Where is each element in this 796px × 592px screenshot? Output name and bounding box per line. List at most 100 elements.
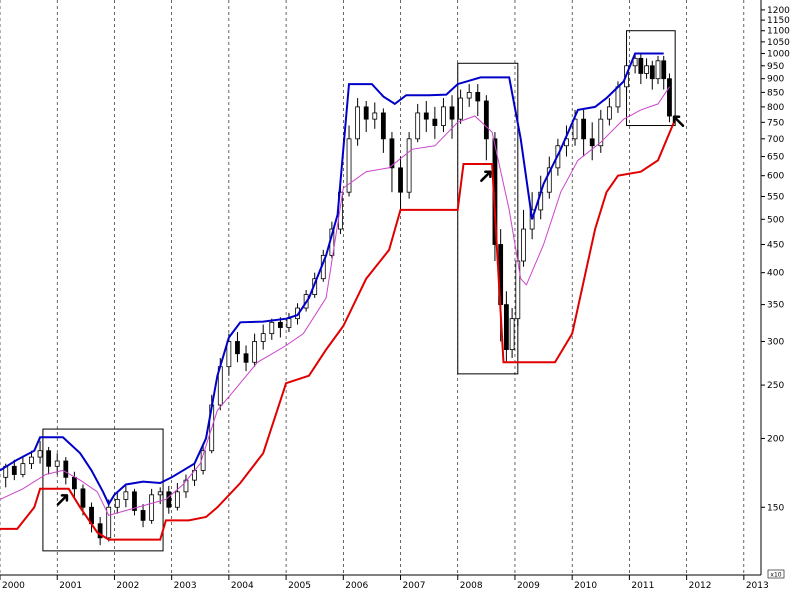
annotation-arrows <box>56 115 685 506</box>
y-tick-label: 450 <box>767 240 784 250</box>
candle-body <box>114 499 120 508</box>
candle-body <box>235 341 240 355</box>
candle-body <box>355 106 361 140</box>
candle-body <box>521 228 526 262</box>
candle-body <box>106 506 112 539</box>
candle-body <box>346 138 352 193</box>
candle-body <box>286 318 292 328</box>
candle-body <box>655 60 661 80</box>
y-tick-label: 700 <box>767 135 784 145</box>
candle-body <box>483 100 489 140</box>
candle-body <box>372 112 378 120</box>
candle-body <box>432 118 438 126</box>
y-tick-label: 500 <box>767 215 784 225</box>
candle-body <box>661 60 667 80</box>
candle-body <box>29 456 34 465</box>
candle-body <box>572 118 578 140</box>
candle-body <box>243 353 249 363</box>
candle-body <box>252 341 258 363</box>
candle-body <box>581 118 587 140</box>
candle-body <box>166 491 172 508</box>
highlight-boxes <box>42 30 676 552</box>
candle-body <box>503 304 509 350</box>
x-tick-label: 2012 <box>689 581 712 591</box>
y-tick-label: 200 <box>767 434 784 444</box>
candle-body <box>37 450 43 458</box>
x-tick-label: 2009 <box>517 581 540 591</box>
candle-body <box>406 138 412 193</box>
candle-body <box>71 476 77 490</box>
candle-body <box>132 491 137 511</box>
candle-body <box>226 341 232 368</box>
candle-body <box>546 167 552 193</box>
y-tick-label: 1000 <box>767 50 790 60</box>
candle-body <box>649 65 655 80</box>
candle-body <box>260 333 266 342</box>
candle-body <box>509 318 515 350</box>
candle-body <box>11 465 17 475</box>
candle-body <box>441 106 446 126</box>
annotation-arrow <box>480 170 492 182</box>
candlesticks <box>3 53 672 546</box>
highlight-box <box>457 62 519 375</box>
candle-body <box>589 138 595 147</box>
y-tick-label: 1150 <box>767 16 790 26</box>
candle-body <box>644 65 649 74</box>
annotation-arrow <box>56 494 69 506</box>
candle-body <box>149 494 155 521</box>
x-tick-label: 2000 <box>2 581 25 591</box>
candle-body <box>277 321 283 328</box>
y-tick-label: 150 <box>767 503 784 513</box>
x-tick-label: 2010 <box>574 581 597 591</box>
candle-body <box>415 112 421 140</box>
candle-body <box>638 57 644 74</box>
y-tick-label: 1100 <box>767 27 790 37</box>
candle-body <box>632 57 638 67</box>
annotation-arrow <box>672 115 685 127</box>
candle-body <box>140 510 146 521</box>
x-tick-label: 2008 <box>460 581 483 591</box>
candle-body <box>398 167 403 193</box>
y-tick-label: 650 <box>767 153 784 163</box>
highlight-box <box>42 428 164 552</box>
x-tick-label: 2013 <box>746 581 769 591</box>
candle-body <box>423 112 429 120</box>
candle-body <box>458 97 464 120</box>
x-tick-label: 2004 <box>231 581 254 591</box>
y-tick-label: 400 <box>767 269 784 279</box>
candle-body <box>598 118 604 147</box>
scale-tag: x10 <box>770 572 781 579</box>
candle-body <box>269 321 275 335</box>
y-tick-label: 300 <box>767 337 784 347</box>
x-tick-label: 2002 <box>116 581 139 591</box>
y-tick-label: 550 <box>767 192 784 202</box>
x-tick-label: 2006 <box>345 581 368 591</box>
candle-body <box>183 479 189 493</box>
y-tick-label: 1050 <box>767 38 790 48</box>
candle-body <box>54 460 60 467</box>
candle-body <box>449 106 455 120</box>
y-tick-label: 900 <box>767 75 784 85</box>
x-tick-label: 2007 <box>403 581 426 591</box>
y-tick-label: 1200 <box>767 6 790 16</box>
candle-body <box>389 138 395 169</box>
candle-body <box>46 450 52 467</box>
candle-body <box>123 491 129 500</box>
candle-body <box>80 488 86 508</box>
y-tick-label: 600 <box>767 172 784 182</box>
scale-tag-box <box>767 569 785 579</box>
x-tick-label: 2005 <box>288 581 311 591</box>
candle-body <box>157 491 163 496</box>
y-tick-label: 800 <box>767 103 784 113</box>
x-tick-label: 2001 <box>59 581 82 591</box>
candle-body <box>475 91 481 102</box>
candle-body <box>63 460 69 478</box>
x-axis-ticks: 2000 2001 2002 2003 2004 2005 2006 2007 2008 2009… <box>0 575 769 591</box>
y-tick-label: 250 <box>767 381 784 391</box>
y-tick-label: 350 <box>767 301 784 311</box>
upper-band-line <box>0 52 664 507</box>
candle-body <box>20 463 26 475</box>
x-tick-label: 2011 <box>631 581 654 591</box>
